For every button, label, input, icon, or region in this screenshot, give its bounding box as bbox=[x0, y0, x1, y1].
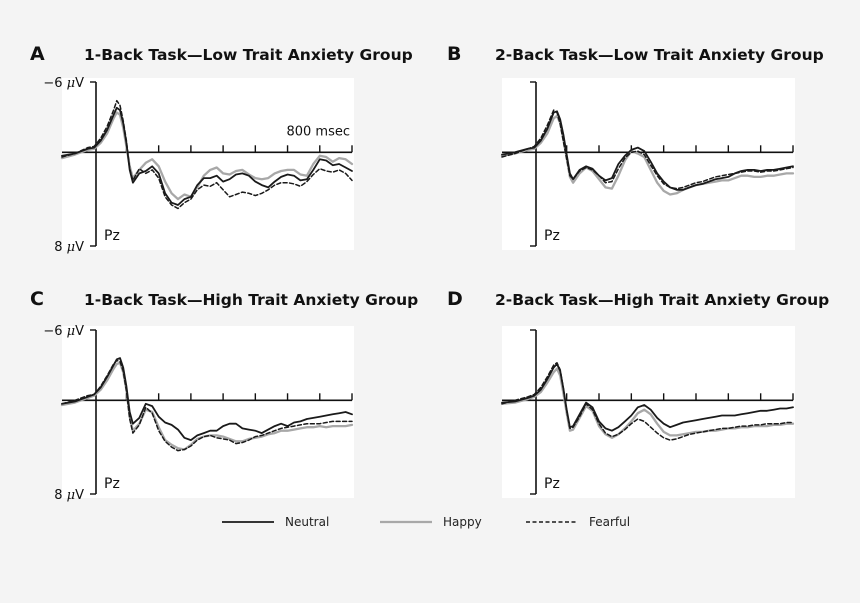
panel-title: 2-Back Task—High Trait Anxiety Group bbox=[495, 291, 829, 309]
legend-label-happy: Happy bbox=[443, 515, 482, 529]
plot-background bbox=[62, 78, 354, 250]
legend-label-neutral: Neutral bbox=[285, 515, 329, 529]
time-label: 800 msec bbox=[286, 124, 350, 139]
panel-letter: B bbox=[447, 43, 461, 65]
y-label-bottom: 8 μV bbox=[54, 240, 84, 255]
panel-title: 1-Back Task—Low Trait Anxiety Group bbox=[84, 46, 413, 64]
series-line-neutral bbox=[61, 106, 353, 206]
series-line-fearful bbox=[501, 109, 794, 190]
panel-letter: C bbox=[30, 288, 44, 310]
panel-c: C 1-Back Task—High Trait Anxiety Group−6 … bbox=[30, 288, 418, 503]
series-line-fearful bbox=[61, 99, 353, 210]
panel-title: 1-Back Task—High Trait Anxiety Group bbox=[84, 291, 418, 309]
series-line-happy bbox=[500, 367, 795, 439]
y-label-bottom: 8 μV bbox=[54, 488, 84, 503]
electrode-label: Pz bbox=[104, 228, 120, 244]
legend: Neutral Happy Fearful bbox=[222, 515, 630, 529]
electrode-label: Pz bbox=[544, 228, 560, 244]
series-line-happy bbox=[60, 361, 354, 451]
legend-label-fearful: Fearful bbox=[589, 515, 630, 529]
series-line-happy bbox=[60, 111, 354, 201]
plot-background bbox=[62, 326, 354, 498]
panel-title: 2-Back Task—Low Trait Anxiety Group bbox=[495, 46, 824, 64]
series-line-neutral bbox=[61, 357, 353, 441]
panel-letter: A bbox=[30, 43, 45, 65]
electrode-label: Pz bbox=[104, 476, 120, 492]
panel-d: D 2-Back Task—High Trait Anxiety Group Pz bbox=[447, 288, 829, 498]
panel-letter: D bbox=[447, 288, 463, 310]
electrode-label: Pz bbox=[544, 476, 560, 492]
panel-a: A 1-Back Task—Low Trait Anxiety Group−6 μ… bbox=[30, 43, 413, 255]
series-line-neutral bbox=[501, 363, 794, 432]
series-line-neutral bbox=[501, 110, 794, 191]
y-label-top: −6 μV bbox=[43, 324, 84, 339]
y-label-top: −6 μV bbox=[43, 76, 84, 91]
panel-b: B 2-Back Task—Low Trait Anxiety Group Pz bbox=[447, 43, 824, 250]
